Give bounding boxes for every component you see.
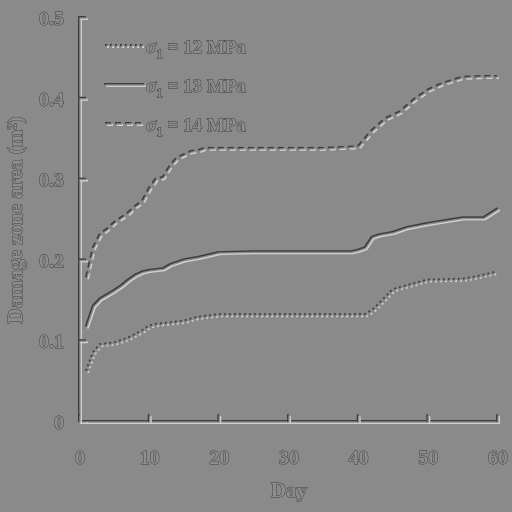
x-tick-label: 30 — [279, 447, 299, 469]
x-tick-mark — [217, 414, 222, 424]
x-tick-mark — [496, 414, 500, 424]
legend-entry-2: σ1 = 13 MPa — [146, 76, 246, 100]
y-tick-label: 0 — [54, 412, 64, 434]
y-tick-mark — [78, 96, 88, 101]
y-tick-label: 0.2 — [39, 250, 64, 272]
y-tick-label: 0.3 — [39, 170, 64, 192]
x-tick-label: 60 — [488, 447, 508, 469]
legend-entry-1: σ1 = 12 MPa — [146, 37, 246, 61]
y-axis-label: Damage zone area (m²) — [3, 116, 27, 323]
x-tick-mark — [147, 414, 152, 424]
x-tick-label: 0 — [75, 447, 85, 469]
series-line-1 — [85, 270, 500, 374]
tick-labels: 0 0.1 0.2 0.3 0.4 0.5 0 10 20 30 40 50 60 — [39, 8, 509, 470]
y-tick-mark — [78, 177, 88, 182]
x-tick-label: 20 — [209, 447, 229, 469]
legend-entry-3: σ1 = 14 MPa — [146, 115, 246, 139]
x-tick-label: 40 — [349, 447, 369, 469]
series-lines — [85, 75, 500, 374]
series-line-2 — [85, 207, 500, 329]
legend-swatch-3 — [105, 122, 145, 126]
x-tick-mark — [287, 414, 291, 424]
y-tick-label: 0.5 — [39, 8, 64, 30]
y-tick-mark — [78, 16, 88, 20]
y-tick-mark — [78, 258, 88, 263]
y-axis-line — [78, 16, 82, 424]
x-axis-label: Day — [271, 478, 308, 502]
legend-swatch-1 — [105, 44, 145, 48]
x-tick-mark — [78, 414, 82, 424]
y-tick-label: 0.1 — [39, 331, 64, 353]
series-line-3 — [85, 75, 499, 280]
x-tick-label: 10 — [140, 447, 160, 469]
y-tick-mark — [78, 339, 88, 344]
x-tick-label: 50 — [418, 447, 438, 469]
legend-swatch-2 — [104, 83, 146, 87]
y-tick-label: 0.4 — [39, 89, 64, 111]
axes — [78, 16, 500, 424]
x-tick-mark — [426, 414, 431, 424]
legend: σ1 = 12 MPa σ1 = 13 MPa σ1 = 14 MPa — [104, 37, 247, 139]
x-tick-mark — [356, 414, 361, 424]
